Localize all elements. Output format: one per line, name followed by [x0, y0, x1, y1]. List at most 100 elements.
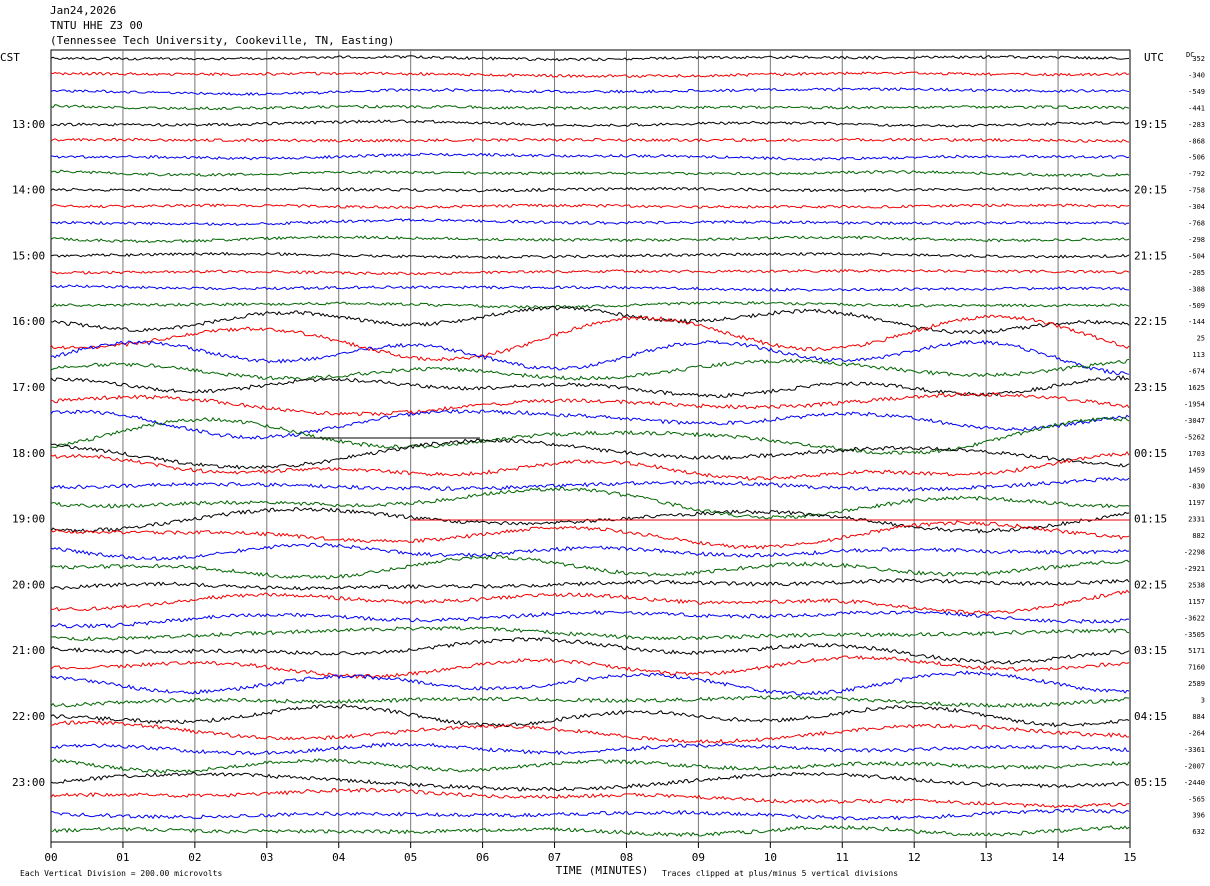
- minute-tick-label: 12: [908, 851, 921, 864]
- seismic-trace: [50, 87, 1130, 96]
- dc-offset-label: -674: [1188, 368, 1205, 376]
- x-axis-title: TIME (MINUTES): [556, 864, 649, 877]
- cst-hour-label: 19:00: [12, 513, 45, 526]
- dc-offset-label: -3361: [1184, 746, 1205, 754]
- seismic-trace: [50, 578, 1130, 591]
- date-label: Jan24,2026: [50, 4, 117, 17]
- seismic-trace: [50, 284, 1130, 292]
- minute-tick-label: 02: [188, 851, 201, 864]
- seismic-trace: [50, 358, 1130, 381]
- dc-offset-label: -504: [1188, 252, 1205, 260]
- dc-offset-label: -388: [1188, 285, 1205, 293]
- dc-offset-label: -1954: [1184, 400, 1205, 408]
- dc-offset-label: 882: [1192, 532, 1205, 540]
- location-label: (Tennessee Tech University, Cookeville, …: [50, 34, 395, 47]
- dc-offset-label: 25: [1197, 335, 1205, 343]
- seismic-trace: [50, 520, 1130, 550]
- utc-hour-label: 01:15: [1134, 513, 1167, 526]
- dc-offset-label: 1625: [1188, 384, 1205, 392]
- seismic-trace: [50, 771, 1130, 792]
- seismic-trace: [50, 720, 1130, 744]
- seismic-trace: [50, 589, 1130, 616]
- dc-offset-label: 3: [1201, 697, 1205, 705]
- seismic-trace: [50, 203, 1130, 210]
- seismic-trace: [50, 670, 1130, 696]
- cst-hour-label: 21:00: [12, 644, 45, 657]
- seismic-trace: [50, 235, 1130, 244]
- dc-offset-label: 2538: [1188, 581, 1205, 589]
- minute-tick-label: 03: [260, 851, 273, 864]
- utc-hour-label: 22:15: [1134, 315, 1167, 328]
- utc-hour-label: 00:15: [1134, 447, 1167, 460]
- minute-tick-label: 06: [476, 851, 489, 864]
- cst-hour-label: 13:00: [12, 118, 45, 131]
- dc-offset-label: 632: [1192, 828, 1205, 836]
- vertical-division-note: Each Vertical Division = 200.00 microvol…: [20, 869, 222, 878]
- minute-tick-label: 11: [836, 851, 849, 864]
- seismic-trace: [50, 169, 1130, 178]
- dc-offset-label: 5171: [1188, 647, 1205, 655]
- seismic-trace: [50, 695, 1130, 708]
- seismic-trace: [50, 450, 1130, 481]
- seismic-trace: [50, 704, 1130, 728]
- seismic-trace: [50, 507, 1130, 534]
- seismic-trace: [51, 416, 1130, 455]
- cst-hour-label: 14:00: [12, 184, 45, 197]
- dc-offset-label: 2331: [1188, 516, 1205, 524]
- utc-hour-label: 21:15: [1134, 249, 1167, 262]
- minute-tick-label: 09: [692, 851, 705, 864]
- seismic-trace: [50, 71, 1130, 79]
- seismic-trace: [50, 438, 1130, 470]
- dc-offset-label: 113: [1192, 351, 1205, 359]
- seismic-trace: [50, 375, 1130, 399]
- utc-hour-label: 19:15: [1134, 118, 1167, 131]
- seismic-trace: [50, 477, 1130, 492]
- cst-hour-label: 20:00: [12, 578, 45, 591]
- dc-offset-label: 1459: [1188, 466, 1205, 474]
- seismic-trace: [50, 625, 1130, 642]
- dc-offset-label: 884: [1192, 713, 1205, 721]
- dc-label: DC: [1186, 51, 1194, 59]
- dc-offset-label: -3047: [1184, 417, 1205, 425]
- seismic-trace: [50, 555, 1130, 580]
- utc-hour-label: 02:15: [1134, 578, 1167, 591]
- seismic-trace: [50, 757, 1130, 774]
- cst-axis-label: CST: [0, 51, 20, 64]
- minute-tick-label: 07: [548, 851, 561, 864]
- dc-offset-label: -3505: [1184, 631, 1205, 639]
- seismic-trace: [50, 268, 1130, 276]
- seismic-trace: [50, 152, 1130, 161]
- dc-offset-label: -506: [1188, 154, 1205, 162]
- dc-offset-label: -2298: [1184, 549, 1205, 557]
- dc-offset-label: -868: [1188, 137, 1205, 145]
- dc-offset-label: -768: [1188, 220, 1205, 228]
- minute-tick-label: 00: [44, 851, 57, 864]
- minute-tick-label: 13: [980, 851, 993, 864]
- dc-offset-label: -565: [1188, 795, 1205, 803]
- minute-tick-label: 01: [116, 851, 129, 864]
- cst-hour-label: 22:00: [12, 710, 45, 723]
- dc-offset-label: -2007: [1184, 762, 1205, 770]
- utc-hour-label: 20:15: [1134, 184, 1167, 197]
- dc-offset-label: -2921: [1184, 565, 1205, 573]
- dc-offset-label: -758: [1188, 187, 1205, 195]
- axis-labels: CST UTC DC TIME (MINUTES) Each Vertical …: [0, 51, 1205, 878]
- dc-offset-label: -549: [1188, 88, 1205, 96]
- minute-tick-label: 10: [764, 851, 777, 864]
- seismic-trace: [50, 824, 1130, 838]
- cst-hour-label: 18:00: [12, 447, 45, 460]
- dc-offset-label: -792: [1188, 170, 1205, 178]
- cst-hour-label: 15:00: [12, 249, 45, 262]
- utc-hour-label: 23:15: [1134, 381, 1167, 394]
- clipping-note: Traces clipped at plus/minus 5 vertical …: [662, 869, 898, 878]
- seismic-trace: [50, 391, 1130, 417]
- dc-offset-label: -830: [1188, 483, 1205, 491]
- seismic-trace: [50, 300, 1130, 309]
- dc-offset-label: 352: [1192, 55, 1205, 63]
- cst-hour-label: 17:00: [12, 381, 45, 394]
- utc-hour-label: 03:15: [1134, 644, 1167, 657]
- utc-hour-label: 04:15: [1134, 710, 1167, 723]
- seismic-trace: [50, 409, 1130, 440]
- seismic-traces: [50, 55, 1130, 838]
